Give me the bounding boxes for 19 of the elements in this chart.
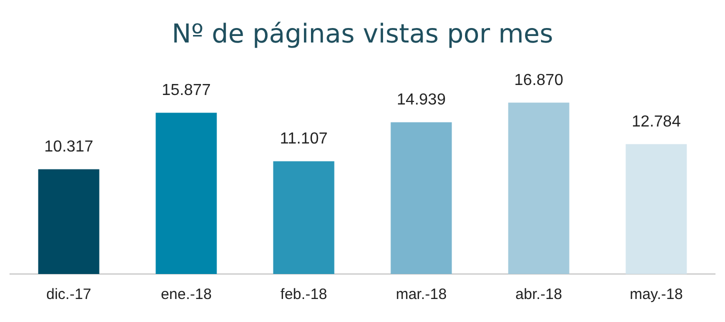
chart-title: Nº de páginas vistas por mes bbox=[172, 19, 554, 50]
data-label: 14.939 bbox=[396, 92, 446, 109]
x-tick-label: dic.-17 bbox=[46, 286, 92, 304]
data-label: 15.877 bbox=[162, 82, 211, 100]
data-label: 10.317 bbox=[44, 138, 94, 156]
x-tick-label: feb.-18 bbox=[280, 286, 328, 304]
bar bbox=[508, 102, 570, 274]
x-tick-label: abr.-18 bbox=[515, 286, 562, 304]
bar bbox=[38, 169, 100, 274]
data-label: 12.784 bbox=[632, 114, 681, 131]
bar bbox=[626, 144, 687, 274]
x-tick-label: may.-18 bbox=[630, 286, 683, 304]
bar bbox=[390, 122, 452, 274]
bar bbox=[273, 161, 334, 274]
x-tick-label: mar.-18 bbox=[396, 286, 447, 304]
data-label: 16.870 bbox=[514, 72, 564, 90]
data-label: 11.107 bbox=[280, 130, 328, 148]
bar bbox=[156, 112, 217, 274]
x-tick-label: ene.-18 bbox=[160, 286, 212, 304]
